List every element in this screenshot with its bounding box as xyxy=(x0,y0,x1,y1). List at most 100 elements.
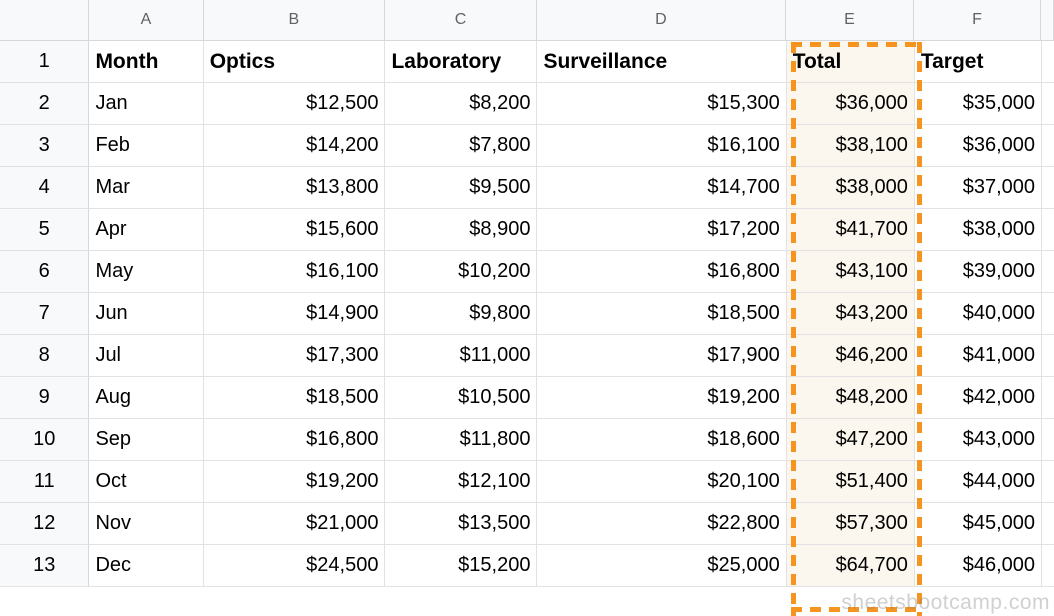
cell-month[interactable]: Apr xyxy=(89,209,204,251)
cell-laboratory[interactable]: $15,200 xyxy=(385,545,538,587)
cell-target[interactable]: $44,000 xyxy=(914,461,1043,503)
row-header[interactable]: 8 xyxy=(0,335,90,377)
cell-surveillance[interactable]: $19,200 xyxy=(537,377,787,419)
cell-optics[interactable]: $15,600 xyxy=(203,209,386,251)
column-header-d[interactable]: D xyxy=(536,0,786,41)
cell-month[interactable]: Sep xyxy=(89,419,204,461)
column-header-a[interactable]: A xyxy=(89,0,204,41)
cell-target[interactable]: $45,000 xyxy=(914,503,1043,545)
cell-laboratory[interactable]: $9,500 xyxy=(385,167,538,209)
cell-e1-total-header[interactable]: Total xyxy=(786,41,915,83)
cell-target[interactable]: $37,000 xyxy=(914,167,1043,209)
cell-target[interactable]: $46,000 xyxy=(914,545,1043,587)
cell-month[interactable]: Nov xyxy=(89,503,204,545)
column-header-b[interactable]: B xyxy=(203,0,386,41)
cell-total[interactable]: $41,700 xyxy=(786,209,915,251)
cell-surveillance[interactable]: $20,100 xyxy=(537,461,787,503)
cell-c1-laboratory-header[interactable]: Laboratory xyxy=(385,41,538,83)
cell-laboratory[interactable]: $11,000 xyxy=(385,335,538,377)
cell-b1-optics-header[interactable]: Optics xyxy=(203,41,386,83)
row-header[interactable]: 6 xyxy=(0,251,90,293)
cell-optics[interactable]: $12,500 xyxy=(203,83,386,125)
cell-surveillance[interactable]: $18,500 xyxy=(537,293,787,335)
cell-d1-surveillance-header[interactable]: Surveillance xyxy=(537,41,787,83)
cell-laboratory[interactable]: $8,900 xyxy=(385,209,538,251)
row-header[interactable]: 9 xyxy=(0,377,90,419)
cell-total[interactable]: $36,000 xyxy=(786,83,915,125)
cell-target[interactable]: $40,000 xyxy=(914,293,1043,335)
cell-surveillance[interactable]: $15,300 xyxy=(537,83,787,125)
cell-laboratory[interactable]: $13,500 xyxy=(385,503,538,545)
cell-optics[interactable]: $17,300 xyxy=(203,335,386,377)
cell-total[interactable]: $43,100 xyxy=(786,251,915,293)
cell-surveillance[interactable]: $14,700 xyxy=(537,167,787,209)
cell-laboratory[interactable]: $12,100 xyxy=(385,461,538,503)
cell-month[interactable]: May xyxy=(89,251,204,293)
cell-optics[interactable]: $24,500 xyxy=(203,545,386,587)
cell-total[interactable]: $48,200 xyxy=(786,377,915,419)
row-header[interactable]: 3 xyxy=(0,125,90,167)
cell-month[interactable]: Mar xyxy=(89,167,204,209)
cell-total[interactable]: $64,700 xyxy=(786,545,915,587)
cell-total[interactable]: $43,200 xyxy=(786,293,915,335)
column-header-f[interactable]: F xyxy=(913,0,1041,41)
row-header-1[interactable]: 1 xyxy=(0,41,90,83)
cell-surveillance[interactable]: $16,800 xyxy=(537,251,787,293)
row-header[interactable]: 10 xyxy=(0,419,90,461)
table-row: 7 Jun $14,900 $9,800 $18,500 $43,200 $40… xyxy=(0,293,1054,335)
cell-month[interactable]: Jan xyxy=(89,83,204,125)
row-header[interactable]: 12 xyxy=(0,503,90,545)
cell-optics[interactable]: $14,200 xyxy=(203,125,386,167)
cell-month[interactable]: Jun xyxy=(89,293,204,335)
cell-surveillance[interactable]: $22,800 xyxy=(537,503,787,545)
column-header-e[interactable]: E xyxy=(785,0,914,41)
row-header[interactable]: 2 xyxy=(0,83,90,125)
cell-total[interactable]: $38,100 xyxy=(786,125,915,167)
cell-total[interactable]: $51,400 xyxy=(786,461,915,503)
cell-surveillance[interactable]: $17,200 xyxy=(537,209,787,251)
cell-optics[interactable]: $16,100 xyxy=(203,251,386,293)
cell-optics[interactable]: $19,200 xyxy=(203,461,386,503)
cell-target[interactable]: $42,000 xyxy=(914,377,1043,419)
cell-a1-month-header[interactable]: Month xyxy=(89,41,204,83)
table-row: 5 Apr $15,600 $8,900 $17,200 $41,700 $38… xyxy=(0,209,1054,251)
cell-optics[interactable]: $18,500 xyxy=(203,377,386,419)
cell-f1-target-header[interactable]: Target xyxy=(914,41,1043,83)
cell-target[interactable]: $35,000 xyxy=(914,83,1043,125)
cell-target[interactable]: $43,000 xyxy=(914,419,1043,461)
cell-month[interactable]: Aug xyxy=(89,377,204,419)
cell-laboratory[interactable]: $11,800 xyxy=(385,419,538,461)
cell-target[interactable]: $41,000 xyxy=(914,335,1043,377)
cell-total[interactable]: $38,000 xyxy=(786,167,915,209)
cell-laboratory[interactable]: $9,800 xyxy=(385,293,538,335)
cell-target[interactable]: $36,000 xyxy=(914,125,1043,167)
row-header[interactable]: 13 xyxy=(0,545,90,587)
cell-laboratory[interactable]: $8,200 xyxy=(385,83,538,125)
cell-total[interactable]: $47,200 xyxy=(786,419,915,461)
select-all-corner[interactable] xyxy=(0,0,90,41)
cell-month[interactable]: Dec xyxy=(89,545,204,587)
cell-laboratory[interactable]: $10,500 xyxy=(385,377,538,419)
row-header[interactable]: 4 xyxy=(0,167,90,209)
cell-surveillance[interactable]: $16,100 xyxy=(537,125,787,167)
cell-surveillance[interactable]: $17,900 xyxy=(537,335,787,377)
cell-optics[interactable]: $21,000 xyxy=(203,503,386,545)
row-header[interactable]: 5 xyxy=(0,209,90,251)
cell-target[interactable]: $38,000 xyxy=(914,209,1043,251)
cell-total[interactable]: $57,300 xyxy=(786,503,915,545)
cell-optics[interactable]: $13,800 xyxy=(203,167,386,209)
cell-month[interactable]: Feb xyxy=(89,125,204,167)
cell-optics[interactable]: $14,900 xyxy=(203,293,386,335)
cell-total[interactable]: $46,200 xyxy=(786,335,915,377)
cell-laboratory[interactable]: $10,200 xyxy=(385,251,538,293)
cell-surveillance[interactable]: $25,000 xyxy=(537,545,787,587)
cell-month[interactable]: Oct xyxy=(89,461,204,503)
column-header-c[interactable]: C xyxy=(385,0,537,41)
cell-target[interactable]: $39,000 xyxy=(914,251,1043,293)
cell-optics[interactable]: $16,800 xyxy=(203,419,386,461)
row-header[interactable]: 7 xyxy=(0,293,90,335)
cell-month[interactable]: Jul xyxy=(89,335,204,377)
cell-surveillance[interactable]: $18,600 xyxy=(537,419,787,461)
row-header[interactable]: 11 xyxy=(0,461,90,503)
cell-laboratory[interactable]: $7,800 xyxy=(385,125,538,167)
